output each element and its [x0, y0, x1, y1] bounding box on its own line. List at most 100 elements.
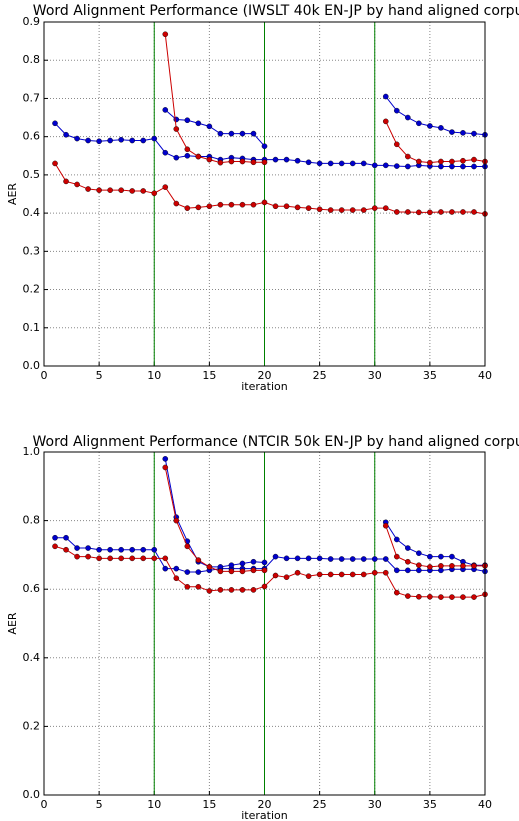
x-axis-label: iteration [241, 380, 287, 393]
point [162, 456, 169, 462]
series-line [54, 163, 486, 215]
point [107, 187, 113, 193]
point [416, 158, 422, 165]
series-line [164, 467, 265, 572]
point [85, 545, 91, 551]
series-line [54, 545, 486, 598]
point [206, 564, 213, 570]
point [449, 209, 455, 215]
point [63, 534, 69, 541]
point [184, 117, 191, 124]
y-tick-label: 0.1 [23, 321, 41, 334]
point [217, 587, 224, 593]
point [294, 157, 301, 164]
point [427, 564, 433, 570]
point [107, 137, 113, 144]
point [96, 138, 102, 145]
x-axis-label: iteration [241, 809, 287, 821]
point [471, 130, 477, 137]
point [338, 556, 345, 562]
point [305, 205, 312, 211]
point [405, 558, 411, 565]
point [173, 200, 180, 207]
plot-frame [43, 451, 486, 796]
y-tick-label: 0.7 [23, 91, 41, 104]
y-tick-label: 0.8 [23, 53, 41, 66]
point [416, 562, 422, 568]
point [261, 199, 268, 206]
point [438, 553, 444, 560]
series-line [164, 109, 265, 147]
point [382, 118, 389, 125]
point [261, 159, 268, 166]
point [305, 573, 312, 579]
point [239, 568, 246, 575]
point [250, 201, 257, 208]
point [63, 546, 69, 553]
point [239, 587, 246, 593]
point [471, 209, 477, 215]
point [228, 568, 235, 575]
point [327, 160, 334, 167]
x-tick-label: 15 [202, 798, 216, 811]
point [184, 569, 191, 575]
point [129, 137, 135, 144]
point [316, 571, 323, 578]
point [96, 187, 102, 193]
point [393, 536, 400, 543]
point [173, 575, 180, 582]
point [162, 464, 169, 471]
point [371, 205, 378, 211]
point [184, 543, 191, 550]
x-tick-label: 0 [41, 369, 48, 382]
point [449, 163, 455, 170]
point [449, 129, 455, 135]
point [371, 569, 378, 576]
point [371, 162, 378, 169]
point [118, 546, 124, 553]
point [239, 560, 246, 567]
chart-title: Word Alignment Performance (NTCIR 50k EN… [33, 434, 519, 450]
y-tick-label: 0.6 [23, 130, 41, 143]
point [438, 125, 444, 131]
series-line [385, 121, 486, 164]
x-tick-label: 0 [41, 798, 48, 811]
point [228, 130, 235, 137]
point [261, 559, 268, 566]
point [173, 126, 180, 132]
y-tick-label: 0.0 [23, 359, 41, 372]
point [151, 190, 158, 197]
y-tick-label: 0.5 [23, 168, 41, 181]
point [460, 563, 466, 569]
point [261, 567, 268, 574]
point [393, 567, 400, 574]
point [427, 593, 433, 600]
point [393, 163, 400, 169]
point [427, 159, 433, 166]
point [327, 556, 334, 562]
point [195, 583, 202, 590]
point [349, 556, 356, 562]
point [162, 107, 169, 113]
point [393, 141, 400, 148]
point [471, 594, 477, 600]
x-tick-label: 25 [313, 369, 327, 382]
point [195, 569, 202, 575]
point [250, 587, 257, 593]
x-tick-label: 15 [202, 369, 216, 382]
point [449, 553, 455, 560]
point [272, 203, 279, 210]
point [140, 555, 147, 562]
y-tick-label: 0.4 [23, 206, 41, 219]
point [405, 209, 411, 215]
point [206, 123, 213, 130]
point [85, 553, 91, 560]
point [272, 572, 279, 579]
point [173, 517, 180, 524]
point [217, 130, 224, 137]
point [327, 207, 334, 213]
point [195, 120, 202, 127]
point [460, 157, 466, 164]
point [349, 160, 356, 167]
point [460, 130, 466, 136]
